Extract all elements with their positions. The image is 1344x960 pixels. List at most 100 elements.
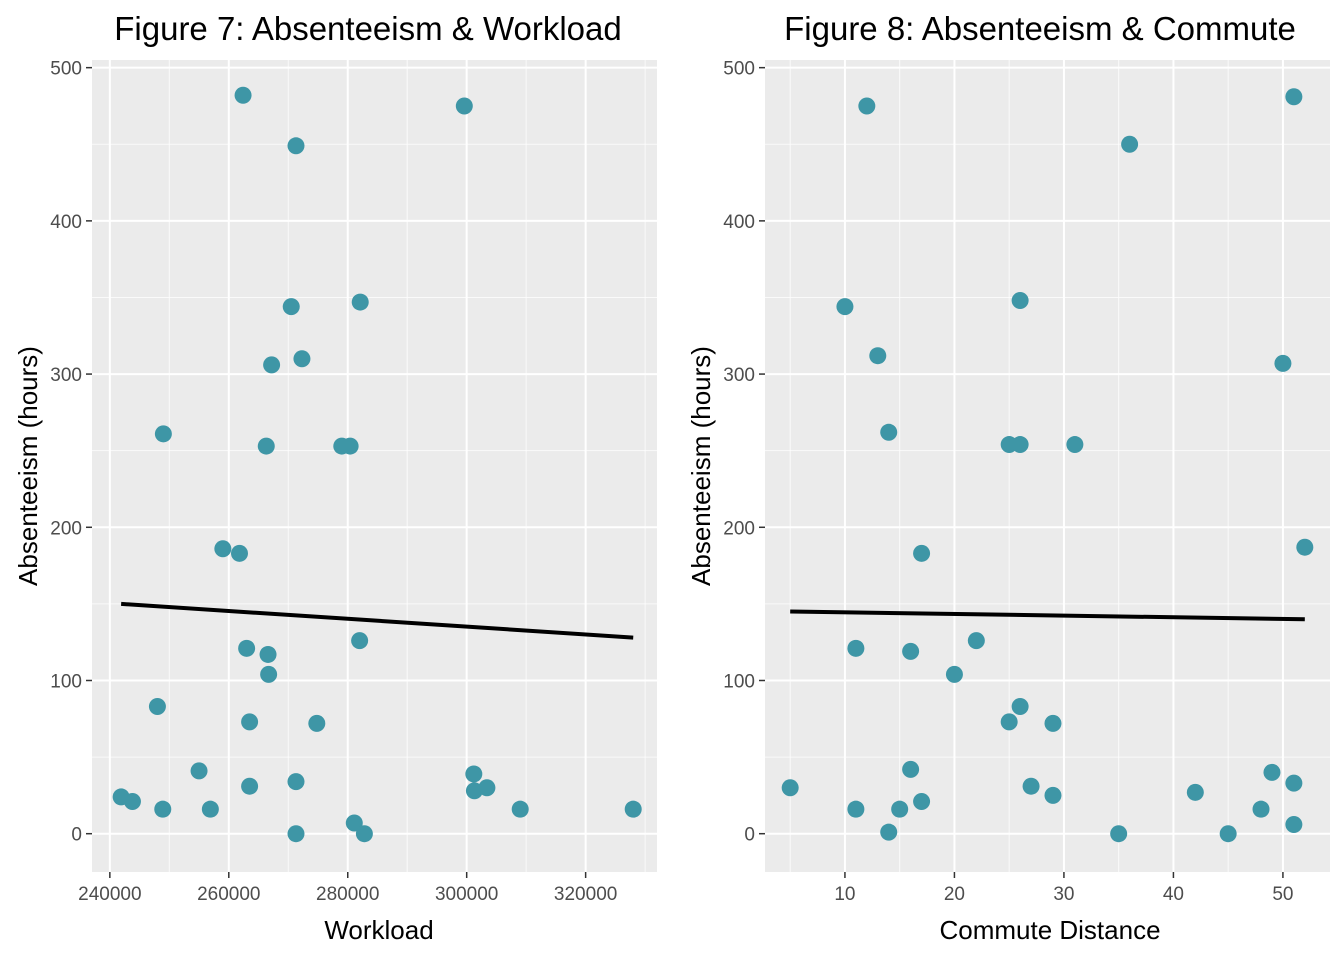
- data-point: [190, 762, 208, 780]
- data-point: [282, 298, 300, 316]
- chart-title: Figure 8: Absenteeism & Commute: [784, 10, 1296, 47]
- x-tick-label: 10: [834, 884, 855, 905]
- data-point: [1044, 714, 1062, 732]
- data-point: [238, 639, 256, 657]
- y-tick-label: 100: [723, 671, 755, 692]
- data-point: [259, 645, 277, 663]
- data-point: [1186, 783, 1204, 801]
- data-point: [1252, 800, 1270, 818]
- plot-background: [765, 60, 1330, 872]
- y-tick-label: 200: [50, 518, 82, 539]
- chart-title: Figure 7: Absenteeism & Workload: [114, 10, 621, 47]
- data-point: [1296, 538, 1314, 556]
- data-point: [148, 698, 166, 716]
- data-point: [230, 544, 248, 562]
- data-point: [913, 544, 931, 562]
- y-tick-label: 300: [50, 365, 82, 386]
- data-point: [154, 425, 172, 443]
- y-tick-label: 200: [723, 518, 755, 539]
- y-tick-label: 100: [50, 671, 82, 692]
- x-tick-label: 260000: [197, 884, 260, 905]
- y-axis-title: Absenteeism (hours): [13, 346, 43, 586]
- x-tick-label: 50: [1272, 884, 1293, 905]
- data-point: [1263, 763, 1281, 781]
- y-tick-label: 500: [723, 59, 755, 80]
- chart-panel-1: 240000 260000 280000 300000 320000 0 100 200 300…: [13, 10, 657, 945]
- data-point: [1011, 436, 1029, 454]
- data-point: [1011, 292, 1029, 310]
- data-point: [781, 779, 799, 797]
- data-point: [869, 347, 887, 365]
- y-tick-label: 500: [50, 59, 82, 80]
- data-point: [465, 765, 483, 783]
- data-point: [836, 298, 854, 316]
- data-point: [891, 800, 909, 818]
- data-point: [287, 773, 305, 791]
- data-point: [1011, 698, 1029, 716]
- data-point: [1000, 713, 1018, 731]
- data-point: [847, 639, 865, 657]
- data-point: [967, 632, 985, 650]
- data-point: [880, 423, 898, 441]
- data-point: [1066, 436, 1084, 454]
- y-tick-label: 300: [723, 365, 755, 386]
- y-axis-title: Absenteeism (hours): [686, 346, 716, 586]
- data-point: [858, 97, 876, 115]
- data-point: [257, 437, 275, 455]
- y-tick-label: 400: [723, 212, 755, 233]
- data-point: [1044, 786, 1062, 804]
- plot-background: [92, 60, 657, 872]
- data-point: [201, 800, 219, 818]
- data-point: [1285, 774, 1303, 792]
- data-point: [263, 356, 281, 374]
- data-point: [214, 540, 232, 558]
- data-point: [1110, 825, 1128, 843]
- data-point: [913, 793, 931, 811]
- x-tick-label: 320000: [554, 884, 617, 905]
- data-point: [123, 793, 141, 811]
- data-point: [624, 800, 642, 818]
- data-point: [1285, 816, 1303, 834]
- x-tick-label: 300000: [435, 884, 498, 905]
- data-point: [241, 777, 259, 795]
- data-point: [351, 632, 369, 650]
- data-point: [241, 713, 259, 731]
- data-point: [287, 825, 305, 843]
- data-point: [234, 86, 252, 104]
- data-point: [902, 642, 920, 660]
- data-point: [355, 825, 373, 843]
- x-tick-label: 40: [1163, 884, 1184, 905]
- x-tick-label: 280000: [316, 884, 379, 905]
- data-point: [465, 782, 483, 800]
- data-point: [1121, 135, 1139, 153]
- data-point: [308, 714, 326, 732]
- y-tick-label: 0: [744, 825, 755, 846]
- x-tick-label: 20: [944, 884, 965, 905]
- x-tick-label: 30: [1053, 884, 1074, 905]
- data-point: [945, 665, 963, 683]
- x-axis-title: Workload: [324, 915, 433, 945]
- data-point: [260, 665, 278, 683]
- x-tick-label: 240000: [78, 884, 141, 905]
- data-point: [1022, 777, 1040, 795]
- data-point: [847, 800, 865, 818]
- y-tick-label: 0: [71, 825, 82, 846]
- data-point: [511, 800, 529, 818]
- data-point: [287, 137, 305, 155]
- data-point: [1285, 88, 1303, 106]
- y-tick-label: 400: [50, 212, 82, 233]
- trend-line: [121, 601, 634, 640]
- data-point: [1274, 354, 1292, 372]
- data-point: [455, 97, 473, 115]
- data-point: [1219, 825, 1237, 843]
- data-point: [880, 823, 898, 841]
- data-point: [351, 293, 369, 311]
- data-point: [341, 437, 359, 455]
- trend-line: [790, 609, 1305, 622]
- data-point: [345, 814, 363, 832]
- x-axis-title: Commute Distance: [939, 915, 1160, 945]
- data-point: [902, 760, 920, 778]
- data-point: [154, 800, 172, 818]
